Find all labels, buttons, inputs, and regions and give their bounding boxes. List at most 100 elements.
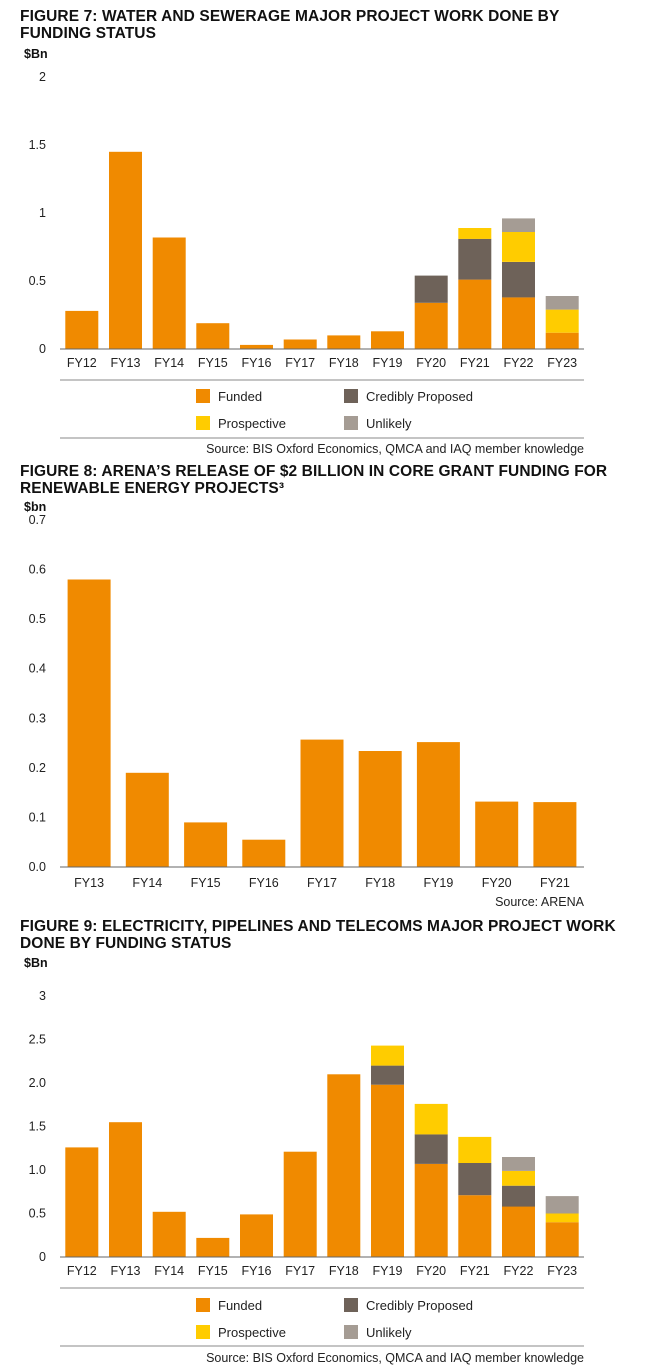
figure-7-source: Source: BIS Oxford Economics, QMCA and I… (206, 442, 584, 456)
figure-7-x-axis: FY12 FY13 FY14 FY15 FY16 FY17 FY18 FY19 FY20 FY21… (67, 356, 577, 370)
x-tick-label-fy16: FY16 (242, 1264, 272, 1278)
bar-funded-fy12 (65, 1147, 99, 1257)
x-tick-label-fy15: FY15 (191, 876, 221, 890)
legend-label-funded: Funded (218, 1298, 262, 1313)
figure-7-legend: Funded Credibly Proposed Prospective Unl… (196, 389, 473, 431)
bar-prospective-fy22 (502, 1170, 535, 1186)
figure-7-bars (65, 151, 579, 349)
bar-funding-fy17 (300, 739, 344, 867)
figure-8-y-axis: 0.0 0.1 0.2 0.3 0.4 0.5 0.6 0.7 (29, 513, 46, 874)
x-tick-label-fy16: FY16 (242, 356, 272, 370)
legend-label-unlikely: Unlikely (366, 416, 412, 431)
bar-funded-fy20 (414, 1163, 448, 1257)
bar-funded-fy14 (152, 1211, 186, 1257)
figure-8: FIGURE 8: ARENA’S RELEASE OF $2 BILLION … (20, 463, 607, 909)
x-tick-label-fy15: FY15 (198, 356, 228, 370)
x-tick-label-fy19: FY19 (373, 356, 403, 370)
bar-prospective-fy19 (371, 1045, 404, 1066)
figure-8-bars (67, 579, 577, 867)
bar-funded-fy22 (502, 297, 535, 349)
bar-prospective-fy22 (502, 232, 535, 262)
figure-8-source: Source: ARENA (495, 895, 585, 909)
figure-8-y-unit: $bn (24, 500, 46, 514)
bar-funded-fy19 (371, 1084, 404, 1257)
x-tick-label-fy21: FY21 (460, 356, 490, 370)
bar-funded-fy21 (458, 279, 492, 349)
x-tick-label-fy17: FY17 (285, 1264, 315, 1278)
y-tick-label: 0.4 (29, 662, 46, 676)
bar-credibly-proposed-fy21 (458, 1163, 492, 1196)
y-tick-label: 1.0 (29, 1163, 46, 1177)
figure-9-legend: Funded Credibly Proposed Prospective Unl… (196, 1298, 473, 1340)
x-tick-label-fy14: FY14 (154, 1264, 184, 1278)
x-tick-label-fy21: FY21 (460, 1264, 490, 1278)
figure-8-x-axis: FY13 FY14 FY15 FY16 FY17 FY18 FY19 FY20 FY21 (74, 876, 570, 890)
x-tick-label-fy22: FY22 (504, 356, 534, 370)
bar-funded-fy23 (545, 1222, 579, 1257)
legend-label-prospective: Prospective (218, 416, 286, 431)
bar-prospective-fy21 (458, 228, 492, 239)
x-tick-label-fy22: FY22 (504, 1264, 534, 1278)
bar-funded-fy16 (240, 1214, 273, 1257)
x-tick-label-fy19: FY19 (423, 876, 453, 890)
bar-credibly-proposed-fy20 (414, 275, 448, 303)
x-tick-label-fy17: FY17 (285, 356, 315, 370)
legend-swatch-credibly-proposed (344, 389, 358, 403)
bar-funded-fy17 (283, 1151, 317, 1257)
x-tick-label-fy13: FY13 (111, 1264, 141, 1278)
legend-swatch-prospective (196, 416, 210, 430)
legend-label-unlikely: Unlikely (366, 1325, 412, 1340)
x-tick-label-fy19: FY19 (373, 1264, 403, 1278)
legend-swatch-unlikely (344, 1325, 358, 1339)
legend-swatch-funded (196, 389, 210, 403)
y-tick-label: 0.0 (29, 860, 46, 874)
bar-unlikely-fy22 (502, 1157, 535, 1171)
bar-funded-fy23 (545, 332, 579, 349)
bar-funding-fy18 (358, 751, 402, 867)
bar-credibly-proposed-fy22 (502, 1185, 535, 1207)
bar-funding-fy16 (242, 839, 286, 867)
x-tick-label-fy20: FY20 (482, 876, 512, 890)
bar-credibly-proposed-fy19 (371, 1065, 404, 1085)
figure-9-y-unit: $Bn (24, 956, 48, 970)
bar-funded-fy15 (196, 1237, 230, 1257)
bar-funded-fy20 (414, 302, 448, 349)
figure-8-title-line-2: RENEWABLE ENERGY PROJECTS³ (20, 480, 284, 497)
bar-funding-fy14 (125, 772, 169, 867)
figure-8-title-line-1: FIGURE 8: ARENA’S RELEASE OF $2 BILLION … (20, 463, 607, 480)
y-tick-label: 0.5 (29, 274, 46, 288)
x-tick-label-fy23: FY23 (547, 1264, 577, 1278)
y-tick-label: 0 (39, 342, 46, 356)
y-tick-label: 3 (39, 989, 46, 1003)
y-tick-label: 0.6 (29, 563, 46, 577)
bar-funding-fy19 (416, 742, 460, 867)
bar-credibly-proposed-fy20 (414, 1134, 448, 1164)
x-tick-label-fy18: FY18 (329, 356, 359, 370)
x-tick-label-fy21: FY21 (540, 876, 570, 890)
bar-funded-fy18 (327, 1074, 361, 1257)
figure-9-title-line-1: FIGURE 9: ELECTRICITY, PIPELINES AND TEL… (20, 918, 616, 935)
y-tick-label: 0.2 (29, 761, 46, 775)
figure-7-y-unit: $Bn (24, 47, 48, 61)
y-tick-label: 2 (39, 70, 46, 84)
x-tick-label-fy14: FY14 (154, 356, 184, 370)
y-tick-label: 0.7 (29, 513, 46, 527)
y-tick-label: 1.5 (29, 138, 46, 152)
x-tick-label-fy13: FY13 (111, 356, 141, 370)
figure-9-source: Source: BIS Oxford Economics, QMCA and I… (206, 1351, 584, 1365)
figure-7-title-line-2: FUNDING STATUS (20, 25, 156, 42)
x-tick-label-fy23: FY23 (547, 356, 577, 370)
figure-7-title-line-1: FIGURE 7: WATER AND SEWERAGE MAJOR PROJE… (20, 8, 560, 25)
legend-label-credibly-proposed: Credibly Proposed (366, 389, 473, 404)
bar-funded-fy14 (152, 237, 186, 349)
y-tick-label: 2.0 (29, 1076, 46, 1090)
bar-funded-fy13 (109, 1122, 142, 1257)
bar-prospective-fy20 (414, 1103, 448, 1135)
bar-funding-fy21 (533, 802, 577, 867)
legend-swatch-funded (196, 1298, 210, 1312)
x-tick-label-fy20: FY20 (416, 1264, 446, 1278)
legend-label-prospective: Prospective (218, 1325, 286, 1340)
figure-7: FIGURE 7: WATER AND SEWERAGE MAJOR PROJE… (20, 8, 584, 456)
bar-unlikely-fy23 (545, 1196, 579, 1214)
